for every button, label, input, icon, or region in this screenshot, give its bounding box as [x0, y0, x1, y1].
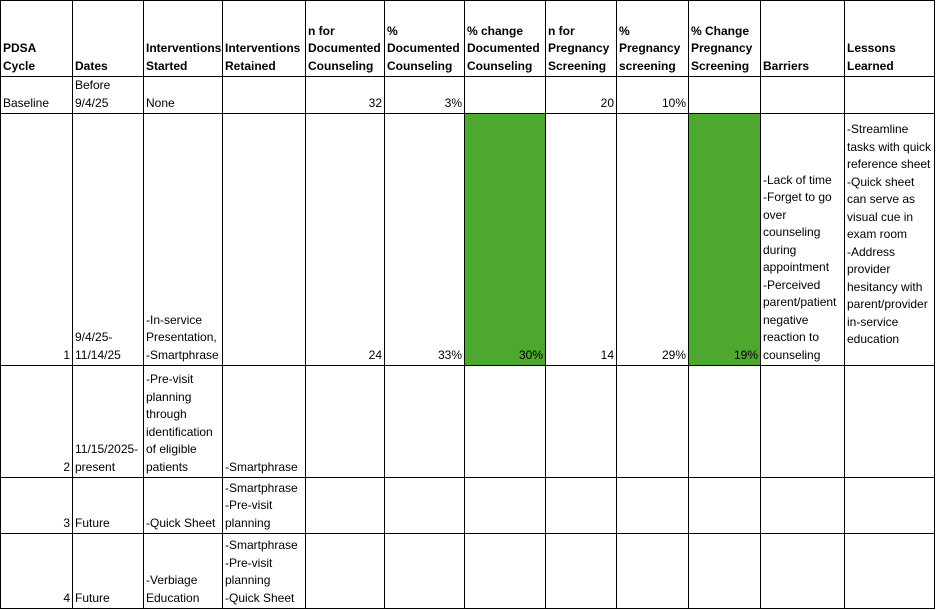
table-row: 3 Future -Quick Sheet -Smartphrase -Pre-… — [0, 477, 935, 534]
cell-interventions-started: -Quick Sheet — [143, 477, 223, 534]
header-pct-change-pregnancy-screening: % Change Pregnancy Screening — [688, 0, 761, 77]
cell-cycle: 1 — [0, 113, 73, 366]
cell-interventions-started: -Verbiage Education — [143, 533, 223, 609]
header-interventions-retained: Interventions Retained — [222, 0, 306, 77]
cell-n-counseling: 24 — [305, 113, 385, 366]
cell-change-pregnancy — [688, 365, 761, 478]
cell-cycle: 4 — [0, 533, 73, 609]
cell-cycle: 2 — [0, 365, 73, 478]
cell-lessons — [844, 365, 935, 478]
table-row: 2 11/15/2025- present -Pre-visit plannin… — [0, 365, 935, 478]
cell-interventions-retained — [222, 76, 306, 114]
cell-change-pregnancy — [688, 76, 761, 114]
cell-pct-pregnancy: 29% — [616, 113, 689, 366]
cell-barriers — [760, 477, 845, 534]
cell-dates: Future — [72, 533, 144, 609]
cell-n-counseling — [305, 533, 385, 609]
cell-pct-counseling: 33% — [384, 113, 465, 366]
table-row: 4 Future -Verbiage Education -Smartphras… — [0, 533, 935, 609]
cell-interventions-retained — [222, 113, 306, 366]
cell-n-counseling — [305, 365, 385, 478]
cell-interventions-started: -Pre-visit planning through identificati… — [143, 365, 223, 478]
header-barriers: Barriers — [760, 0, 845, 77]
cell-pct-pregnancy: 10% — [616, 76, 689, 114]
cell-n-counseling — [305, 477, 385, 534]
cell-barriers — [760, 533, 845, 609]
cell-cycle: Baseline — [0, 76, 73, 114]
cell-change-counseling — [464, 477, 546, 534]
cell-n-pregnancy: 14 — [545, 113, 617, 366]
header-pdsa-cycle: PDSA Cycle — [0, 0, 73, 77]
cell-n-counseling: 32 — [305, 76, 385, 114]
header-pct-documented-counseling: % Documented Counseling — [384, 0, 465, 77]
header-interventions-started: Interventions Started — [143, 0, 223, 77]
cell-pct-counseling — [384, 477, 465, 534]
cell-lessons — [844, 76, 935, 114]
cell-n-pregnancy — [545, 365, 617, 478]
table-row: 1 9/4/25- 11/14/25 -In-service Presentat… — [0, 113, 935, 366]
header-lessons-learned: Lessons Learned — [844, 0, 935, 77]
cell-change-pregnancy: 19% — [688, 113, 761, 366]
header-n-pregnancy-screening: n for Pregnancy Screening — [545, 0, 617, 77]
cell-dates: 11/15/2025- present — [72, 365, 144, 478]
cell-change-pregnancy — [688, 533, 761, 609]
cell-dates: 9/4/25- 11/14/25 — [72, 113, 144, 366]
cell-change-counseling: 30% — [464, 113, 546, 366]
cell-change-counseling — [464, 365, 546, 478]
header-pct-pregnancy-screening: % Pregnancy screening — [616, 0, 689, 77]
cell-interventions-retained: -Smartphrase — [222, 365, 306, 478]
cell-barriers — [760, 365, 845, 478]
cell-n-pregnancy: 20 — [545, 76, 617, 114]
cell-dates: Before 9/4/25 — [72, 76, 144, 114]
cell-interventions-retained: -Smartphrase -Pre-visit planning -Quick … — [222, 533, 306, 609]
cell-dates: Future — [72, 477, 144, 534]
cell-change-counseling — [464, 533, 546, 609]
cell-lessons — [844, 477, 935, 534]
cell-pct-counseling: 3% — [384, 76, 465, 114]
cell-lessons — [844, 533, 935, 609]
cell-pct-pregnancy — [616, 365, 689, 478]
header-dates: Dates — [72, 0, 144, 77]
cell-pct-pregnancy — [616, 477, 689, 534]
header-pct-change-documented-counseling: % change Documented Counseling — [464, 0, 546, 77]
cell-interventions-retained: -Smartphrase -Pre-visit planning — [222, 477, 306, 534]
cell-pct-counseling — [384, 365, 465, 478]
cell-cycle: 3 — [0, 477, 73, 534]
cell-lessons: -Streamline tasks with quick reference s… — [844, 113, 935, 366]
cell-barriers: -Lack of time -Forget to go over counsel… — [760, 113, 845, 366]
cell-barriers — [760, 76, 845, 114]
cell-change-pregnancy — [688, 477, 761, 534]
cell-pct-pregnancy — [616, 533, 689, 609]
cell-change-counseling — [464, 76, 546, 114]
header-row: PDSA Cycle Dates Interventions Started I… — [0, 0, 935, 77]
cell-interventions-started: None — [143, 76, 223, 114]
cell-n-pregnancy — [545, 477, 617, 534]
table-row: Baseline Before 9/4/25 None 32 3% 20 10% — [0, 76, 935, 114]
cell-pct-counseling — [384, 533, 465, 609]
header-n-documented-counseling: n for Documented Counseling — [305, 0, 385, 77]
cell-n-pregnancy — [545, 533, 617, 609]
cell-interventions-started: -In-service Presentation, -Smartphrase — [143, 113, 223, 366]
